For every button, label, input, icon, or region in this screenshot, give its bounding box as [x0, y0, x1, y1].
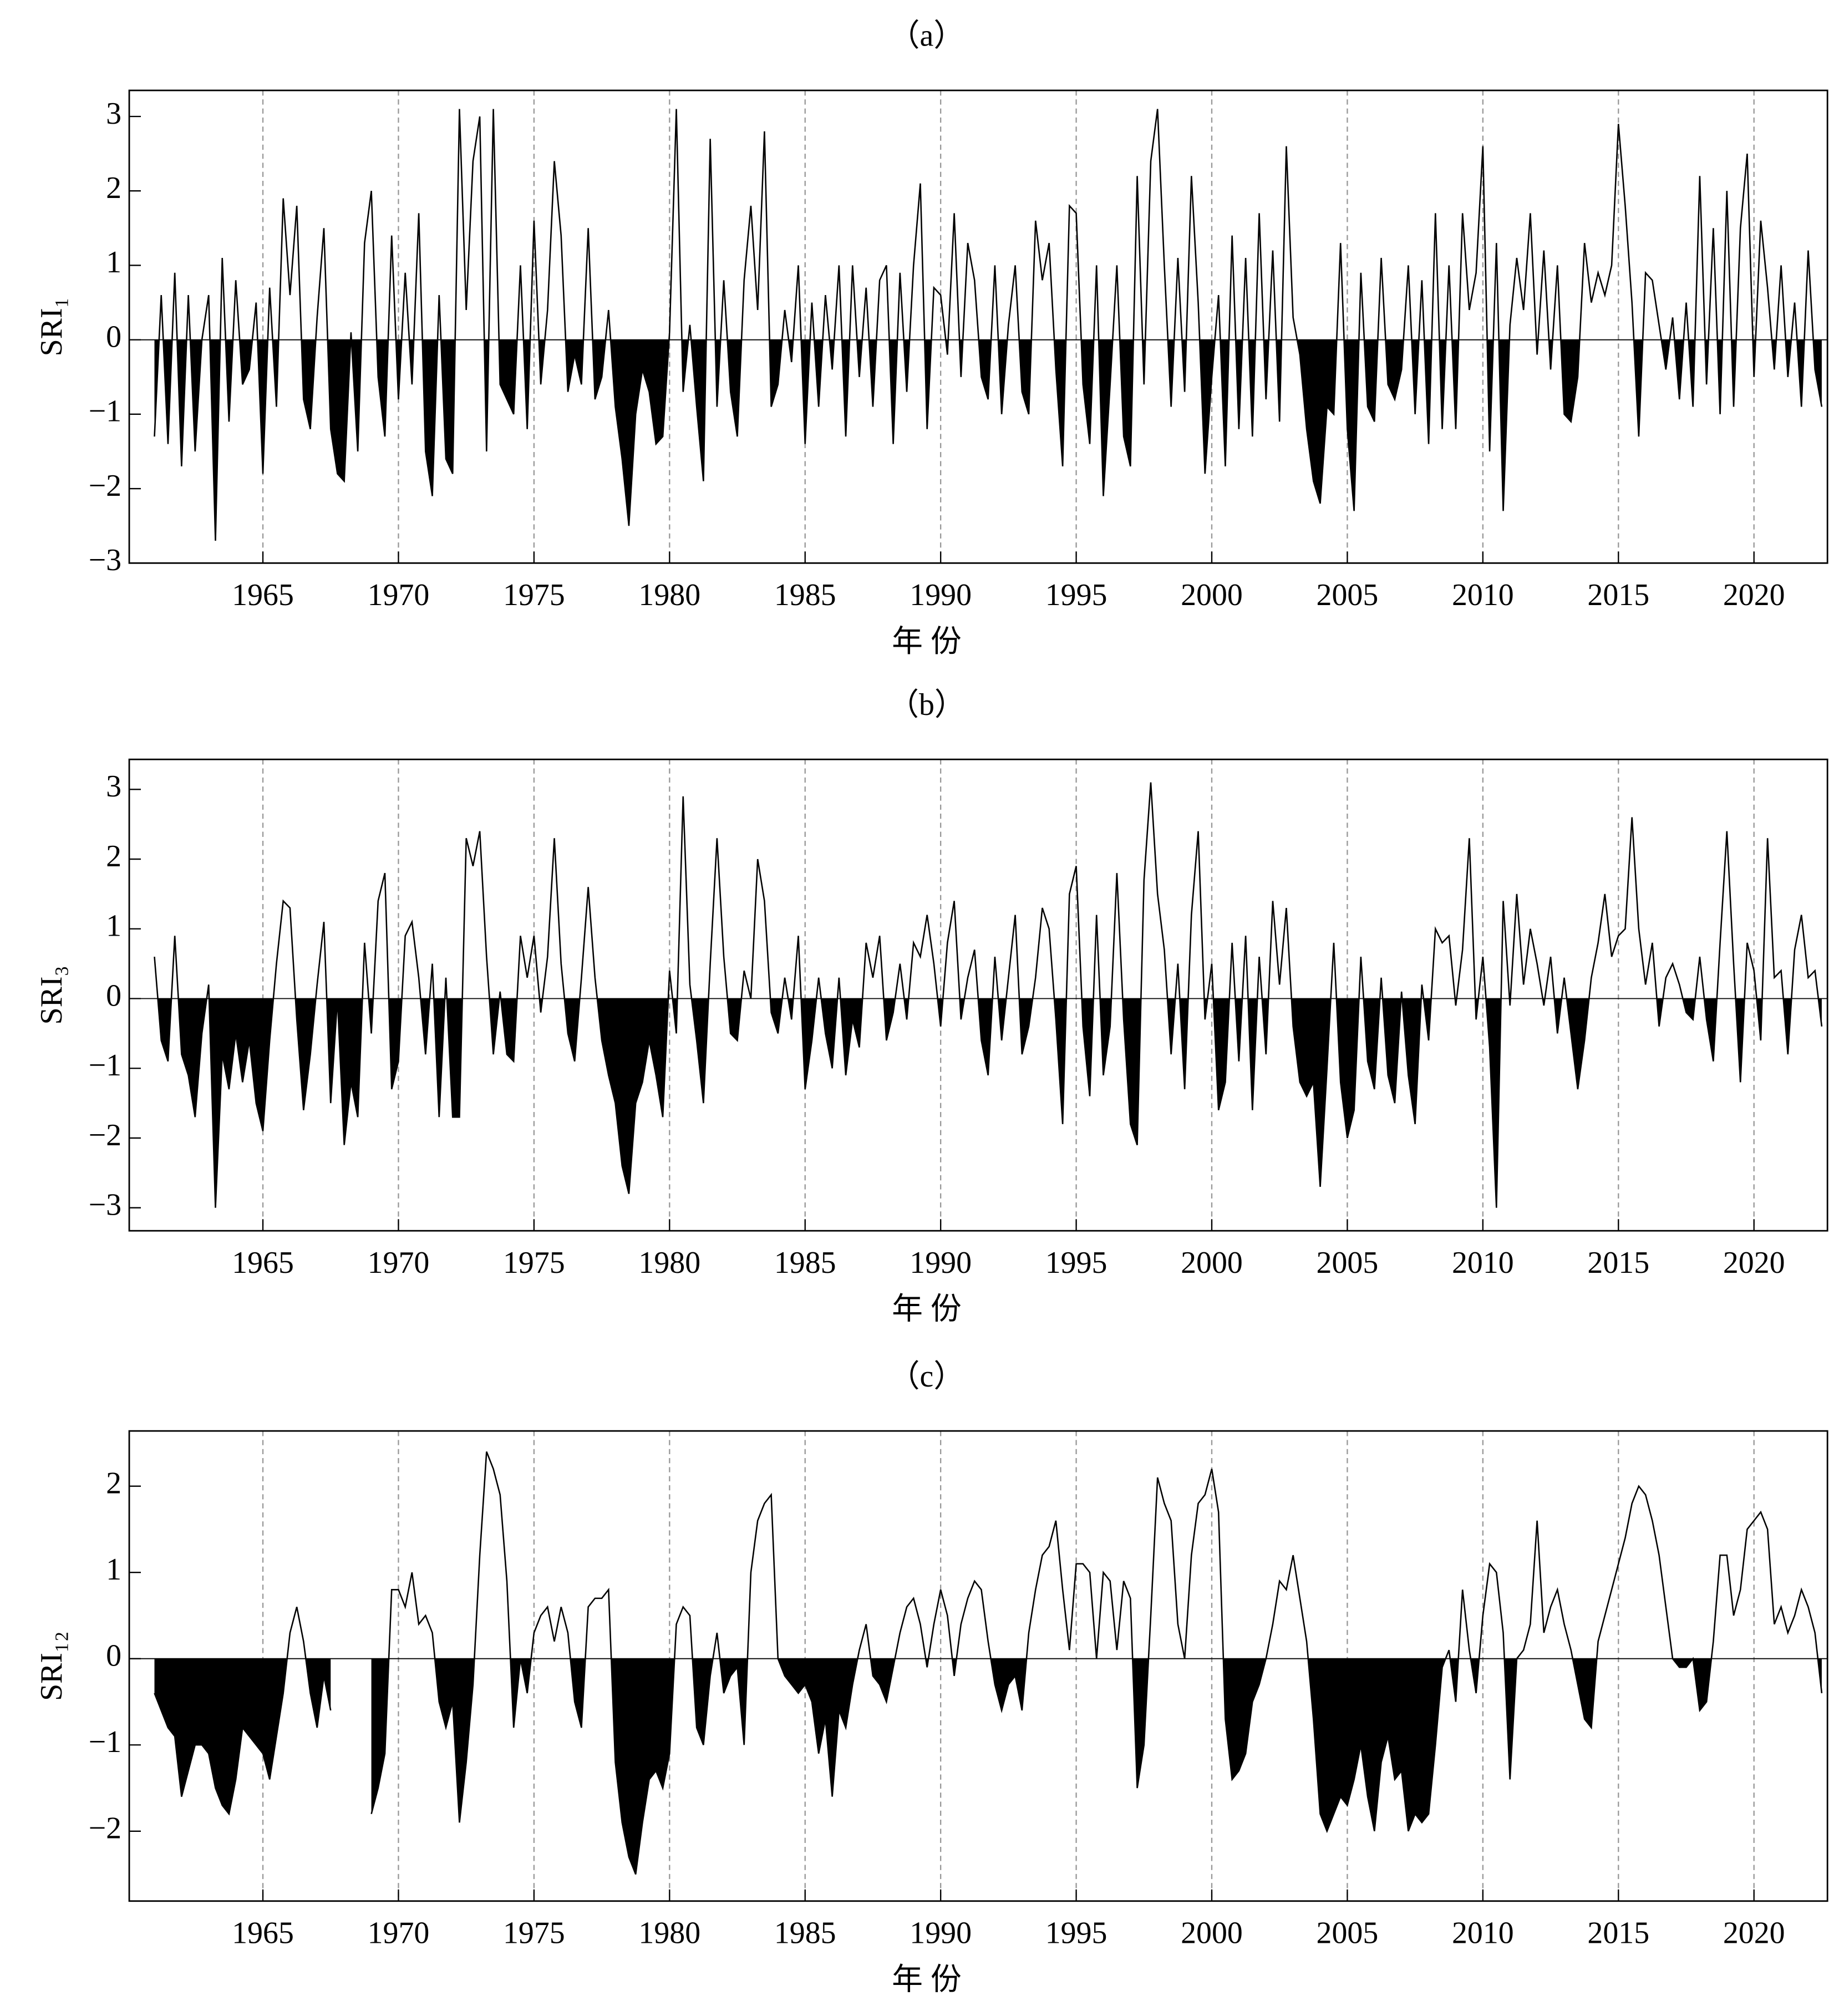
x-tick-label: 2020: [1723, 1916, 1785, 1950]
x-tick-label: 1995: [1045, 1246, 1107, 1280]
y-tick-label: −1: [89, 1725, 121, 1759]
x-tick-label: 1965: [232, 1246, 294, 1280]
x-tick-label: 1985: [774, 1246, 836, 1280]
panel: （a） 1965 1970 1975 1980 1985 1990 1995 2000 2005 2…: [34, 19, 1828, 659]
series-line: [154, 782, 1823, 1208]
panel: （c） 1965 1970 1975 1980 1985 1990 1995 2000 2005 2…: [34, 1359, 1828, 1997]
y-tick-label: −3: [89, 1188, 121, 1222]
y-tick-label: −1: [89, 1048, 121, 1083]
x-tick-label: 1975: [503, 1916, 565, 1950]
x-tick-label: 1965: [232, 578, 294, 612]
x-axis-label: 年 份: [892, 1292, 962, 1327]
x-tick-label: 1975: [503, 1246, 565, 1280]
y-tick-label: 0: [106, 978, 121, 1013]
x-tick-label: 2000: [1181, 578, 1243, 612]
x-tick-label: 1985: [774, 1916, 836, 1950]
x-tick-label: 1980: [638, 1916, 700, 1950]
x-tick-label: 2005: [1317, 1246, 1379, 1280]
x-tick-label: 1990: [910, 578, 972, 612]
x-tick-label: 2020: [1723, 578, 1785, 612]
series-line: [154, 109, 1823, 541]
y-tick-label: −2: [89, 1118, 121, 1152]
x-tick-label: 2010: [1452, 1246, 1514, 1280]
y-tick-label: 3: [106, 769, 121, 804]
plot-frame: [128, 758, 1828, 1232]
y-tick-label: 2: [106, 839, 121, 874]
panel: （b） 1965 1970 1975 1980 1985 1990 1995 2000 2005 2…: [34, 688, 1828, 1327]
x-tick-label: 2005: [1317, 1916, 1379, 1950]
y-tick-label: 1: [106, 909, 121, 943]
y-tick-label: 0: [106, 319, 121, 354]
x-tick-label: 2015: [1587, 1916, 1649, 1950]
negative-area: [154, 998, 1822, 1208]
x-tick-label: 1980: [638, 1246, 700, 1280]
y-tick-label: 0: [106, 1639, 121, 1673]
x-tick-label: 2000: [1181, 1246, 1243, 1280]
negative-area: [154, 1658, 1822, 1875]
y-tick-label: 3: [106, 97, 121, 131]
y-tick-label: −2: [89, 1811, 121, 1846]
x-tick-label: 1990: [910, 1916, 972, 1950]
panel-title: （c）: [889, 1359, 965, 1394]
y-tick-label: 2: [106, 1466, 121, 1500]
y-axis-label: SRI₁: [34, 297, 69, 356]
x-tick-label: 1990: [910, 1246, 972, 1280]
x-tick-label: 1970: [368, 578, 430, 612]
y-tick-label: −1: [89, 394, 121, 429]
plot-frame: [128, 1430, 1828, 1902]
y-tick-label: −2: [89, 469, 121, 503]
y-tick-label: 2: [106, 171, 121, 205]
x-tick-label: 1975: [503, 578, 565, 612]
negative-area: [154, 339, 1822, 541]
x-tick-label: 1965: [232, 1916, 294, 1950]
x-tick-label: 1970: [368, 1246, 430, 1280]
x-tick-label: 2015: [1587, 1246, 1649, 1280]
x-tick-label: 2020: [1723, 1246, 1785, 1280]
x-tick-label: 2010: [1452, 1916, 1514, 1950]
x-axis-label: 年 份: [892, 624, 962, 659]
x-tick-label: 1995: [1045, 1916, 1107, 1950]
x-tick-label: 2005: [1317, 578, 1379, 612]
panel-title: （a）: [889, 19, 965, 53]
y-tick-label: −3: [89, 543, 121, 577]
x-tick-label: 2015: [1587, 578, 1649, 612]
x-tick-label: 2010: [1452, 578, 1514, 612]
series-line: [154, 1451, 1823, 1875]
x-tick-label: 1985: [774, 578, 836, 612]
y-tick-label: 1: [106, 1552, 121, 1587]
y-axis-label: SRI₁₂: [34, 1631, 69, 1701]
y-tick-label: 1: [106, 245, 121, 280]
x-tick-label: 1995: [1045, 578, 1107, 612]
x-tick-label: 1970: [368, 1916, 430, 1950]
panel-title: （b）: [888, 688, 966, 722]
x-axis-label: 年 份: [892, 1962, 962, 1997]
x-tick-label: 2000: [1181, 1916, 1243, 1950]
y-axis-label: SRI₃: [34, 966, 69, 1024]
plot-frame: [128, 89, 1828, 564]
x-tick-label: 1980: [638, 578, 700, 612]
